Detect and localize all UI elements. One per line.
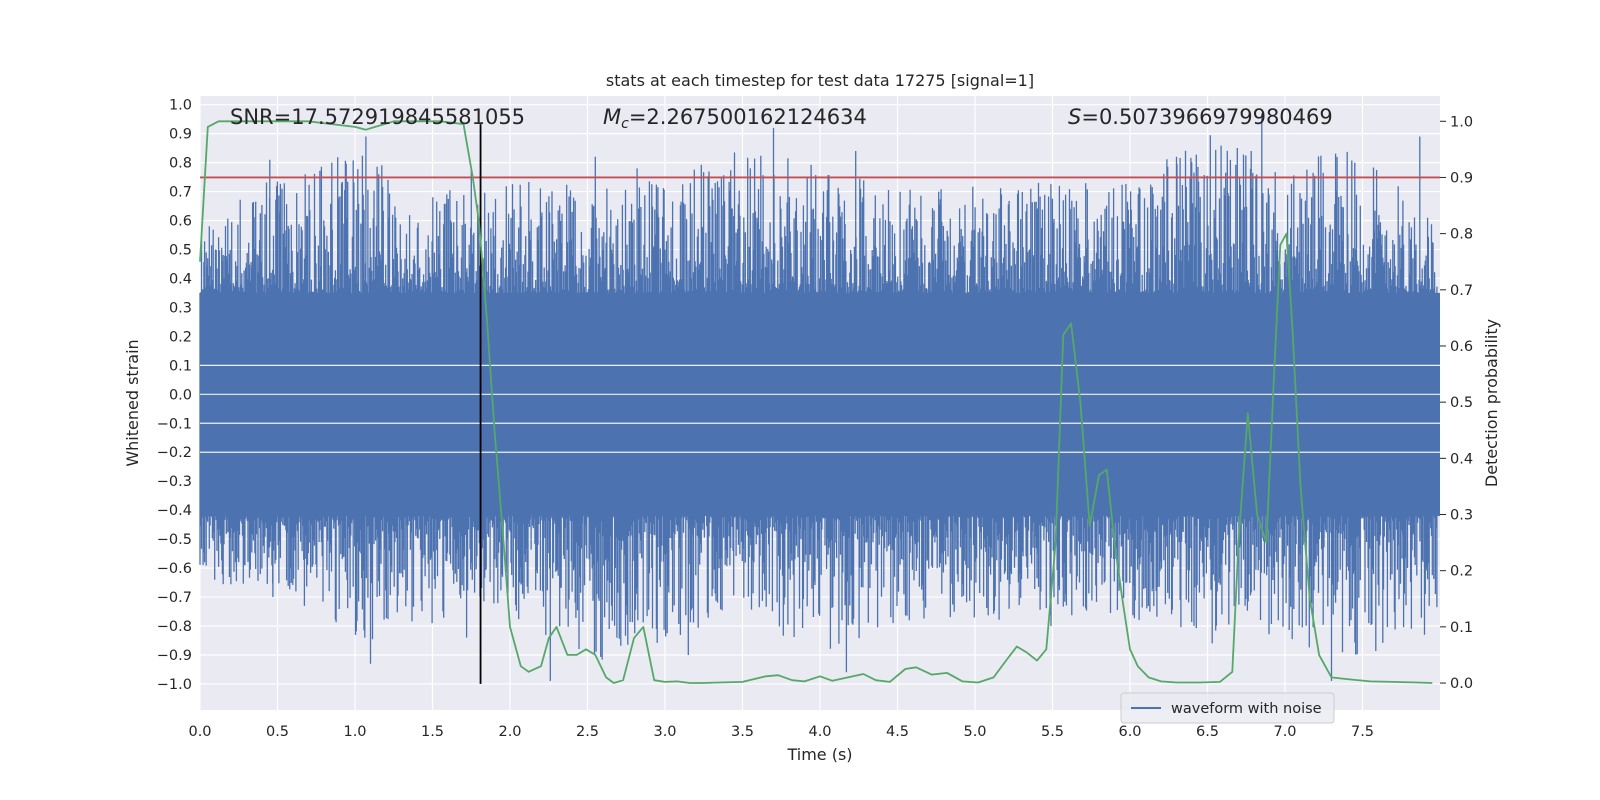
x-tick-label: 3.5: [731, 724, 754, 740]
y2-tick-label: 1.0: [1450, 114, 1473, 130]
y2-axis-label: Detection probability: [1482, 319, 1501, 487]
y-tick-label: 0.7: [169, 185, 192, 201]
y-tick-label: 0.8: [169, 156, 192, 172]
y-tick-label: −0.9: [157, 648, 192, 664]
y2-tick-label: 0.7: [1450, 283, 1473, 299]
overlay-lines: [199, 120, 1440, 684]
x-tick-label: 0.0: [188, 724, 211, 740]
y-tick-label: −0.2: [157, 445, 192, 461]
x-tick-label: 7.5: [1351, 724, 1374, 740]
y-tick-label: 0.1: [169, 358, 192, 374]
legend-label-waveform: waveform with noise: [1171, 701, 1322, 717]
y2-tick-label: 0.3: [1450, 508, 1473, 524]
y-tick-label: −1.0: [157, 677, 192, 693]
y-tick-label: 0.5: [169, 243, 192, 259]
x-tick-label: 1.5: [421, 724, 444, 740]
x-tick-label: 3.0: [653, 724, 676, 740]
detection-probability-line: [199, 120, 1433, 684]
y2-tick-label: 0.4: [1450, 451, 1473, 467]
chart-title: stats at each timestep for test data 172…: [606, 71, 1034, 90]
y-tick-label: −0.3: [157, 474, 192, 490]
legend-box: [1120, 692, 1335, 724]
waveform-dense-band: [200, 292, 1440, 516]
y2-tick-label: 0.8: [1450, 227, 1473, 243]
waveform-series: [199, 113, 1440, 681]
y-tick-label: −0.4: [157, 503, 192, 519]
y2-tick-label: 0.2: [1450, 564, 1473, 580]
y2-tick-label: 0.5: [1450, 395, 1473, 411]
chirp-mass-annotation: Mc=2.267500162124634: [603, 105, 867, 132]
s-annotation: S=0.5073966979980469: [1068, 105, 1333, 129]
x-tick-label: 6.0: [1118, 724, 1141, 740]
legend: waveform with noise: [1120, 692, 1335, 724]
y-tick-label: −0.5: [157, 532, 192, 548]
x-tick-label: 2.0: [498, 724, 521, 740]
y-axis-label: Whitened strain: [123, 339, 142, 466]
x-tick-label: 4.0: [808, 724, 831, 740]
y-tick-label: 0.0: [169, 387, 192, 403]
snr-annotation: SNR=17.572919845581055: [230, 105, 525, 129]
y2-tick-label: 0.1: [1450, 620, 1473, 636]
y-tick-label: 0.3: [169, 300, 192, 316]
x-tick-label: 6.5: [1196, 724, 1219, 740]
y-tick-label: −0.6: [157, 561, 192, 577]
x-tick-label: 4.5: [886, 724, 909, 740]
y-tick-label: 0.4: [169, 271, 192, 287]
y2-tick-label: 0.0: [1450, 676, 1473, 692]
y-tick-label: 1.0: [169, 98, 192, 114]
x-tick-label: 5.5: [1041, 724, 1064, 740]
axis-ticks: 0.0 0.5 1.0 1.5 2.0 2.5 3.0 3.5 4.0 4.5 5.0 5.5 6.0 6…: [157, 98, 1473, 740]
y-tick-label: 0.6: [169, 214, 192, 230]
x-tick-label: 7.0: [1273, 724, 1296, 740]
y2-tick-label: 0.9: [1450, 170, 1473, 186]
x-tick-label: 2.5: [576, 724, 599, 740]
x-tick-label: 1.0: [343, 724, 366, 740]
y-tick-label: −0.8: [157, 619, 192, 635]
x-tick-label: 0.5: [266, 724, 289, 740]
y-tick-label: −0.1: [157, 416, 192, 432]
chart-texts: stats at each timestep for test data 172…: [123, 71, 1501, 764]
y-tick-label: 0.9: [169, 127, 192, 143]
x-tick-label: 5.0: [963, 724, 986, 740]
y2-tick-label: 0.6: [1450, 339, 1473, 355]
y-tick-label: 0.2: [169, 329, 192, 345]
y-tick-label: −0.7: [157, 590, 192, 606]
x-axis-label: Time (s): [786, 745, 852, 764]
